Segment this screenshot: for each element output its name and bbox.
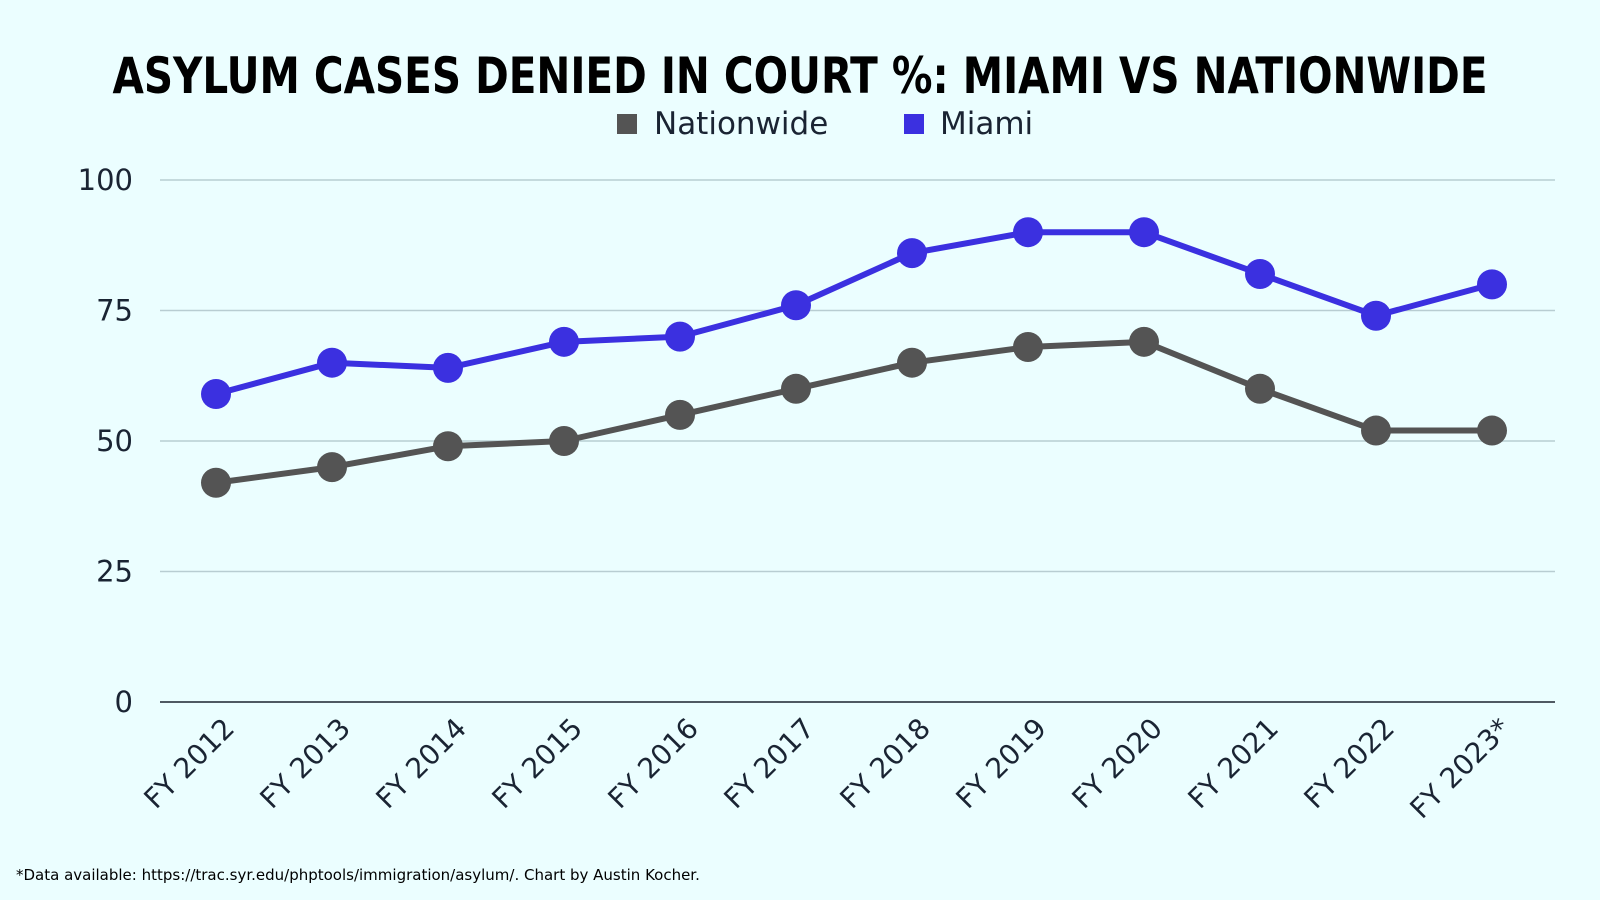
x-tick-label: FY 2014	[369, 712, 473, 816]
legend-label: Miami	[940, 106, 1033, 142]
legend-swatch	[904, 114, 924, 134]
data-point	[549, 426, 579, 456]
series-line	[213, 229, 1495, 398]
data-point	[1129, 326, 1159, 357]
x-tick-label: FY 2017	[717, 712, 821, 816]
data-point	[1245, 373, 1275, 404]
x-tick-label: FY 2019	[949, 712, 1053, 816]
data-point	[781, 290, 811, 321]
data-point	[1013, 217, 1043, 248]
y-axis: 0 25 50 75 100	[78, 163, 133, 719]
data-point	[665, 321, 695, 352]
x-tick-label: FY 2015	[485, 712, 589, 816]
series-nationwide	[201, 326, 1507, 498]
y-tick-label: 0	[115, 685, 133, 719]
data-point	[1477, 269, 1507, 300]
data-point	[1361, 300, 1391, 331]
x-tick-label: FY 2016	[601, 712, 705, 816]
data-point	[1477, 415, 1507, 446]
data-point	[201, 379, 231, 410]
legend-swatch	[617, 114, 637, 134]
data-point	[897, 238, 927, 269]
data-point	[1245, 258, 1275, 289]
y-tick-label: 25	[96, 555, 133, 589]
footnote: *Data available: https://trac.syr.edu/ph…	[16, 866, 700, 884]
x-tick-label: FY 2018	[833, 712, 937, 816]
x-tick-label: FY 2020	[1065, 712, 1169, 816]
x-tick-label: FY 2023*	[1404, 712, 1517, 825]
data-point	[665, 399, 695, 430]
data-point	[317, 347, 347, 378]
x-tick-label: FY 2021	[1181, 712, 1285, 816]
series-layer	[201, 217, 1507, 498]
x-tick-label: FY 2013	[253, 712, 357, 816]
legend: Nationwide Miami	[617, 106, 1033, 142]
gridlines	[160, 179, 1555, 703]
legend-label: Nationwide	[654, 106, 828, 142]
data-point	[897, 347, 927, 378]
data-point	[1361, 415, 1391, 446]
chart-title: ASYLUM CASES DENIED IN COURT %: MIAMI VS…	[113, 47, 1488, 105]
series-miami	[201, 217, 1507, 410]
data-point	[317, 452, 347, 483]
y-tick-label: 50	[96, 424, 133, 458]
data-point	[201, 467, 231, 498]
data-point	[781, 373, 811, 404]
y-tick-label: 100	[78, 163, 133, 197]
series-line	[213, 338, 1495, 486]
x-axis: FY 2012 FY 2013 FY 2014 FY 2015 FY 2016 FY 20…	[137, 712, 1517, 825]
data-point	[1013, 332, 1043, 363]
data-point	[433, 431, 463, 462]
y-tick-label: 75	[96, 294, 133, 328]
data-point	[433, 352, 463, 383]
x-tick-label: FY 2012	[137, 712, 241, 816]
data-point	[549, 326, 579, 357]
x-tick-label: FY 2022	[1297, 712, 1401, 816]
data-point	[1129, 217, 1159, 248]
